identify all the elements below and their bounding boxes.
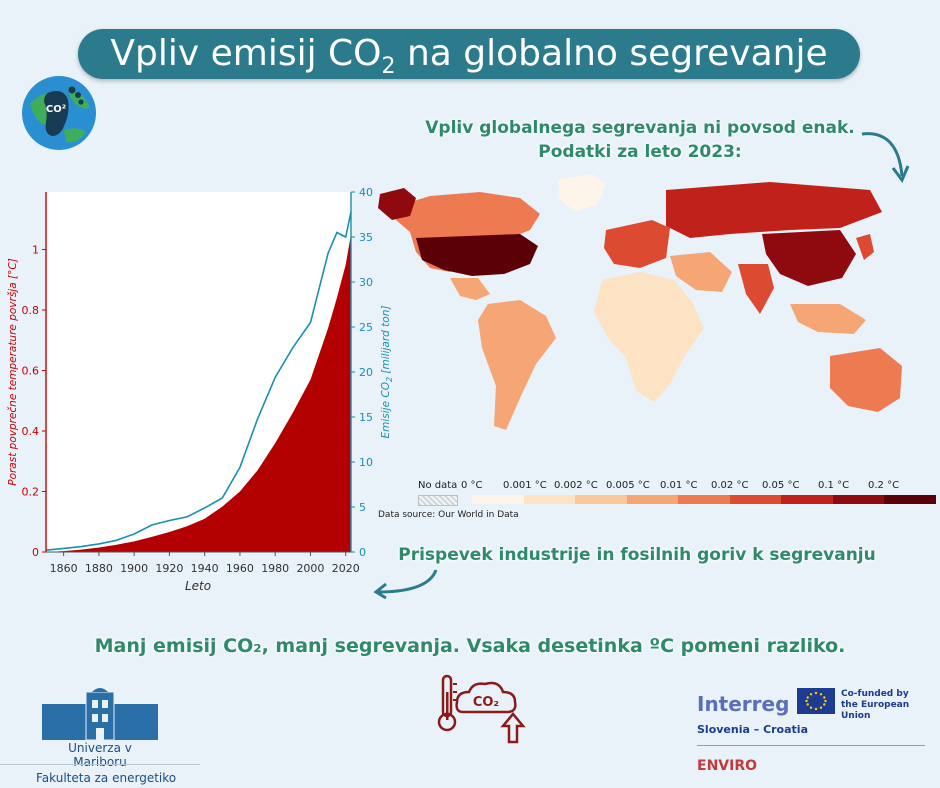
legend-label: 0.1 °C	[818, 480, 850, 491]
right-y-tick-label: 35	[359, 231, 373, 244]
x-tick-label: 1940	[191, 562, 219, 575]
legend-swatch	[884, 495, 936, 504]
co2-icon-text: CO₂	[473, 695, 499, 710]
x-tick-label: 1860	[50, 562, 78, 575]
data-source: Data source: Our World in Data	[378, 510, 519, 520]
map-subtitle: Vpliv globalnega segrevanja ni povsod en…	[400, 116, 880, 164]
world-warming-map	[378, 174, 902, 430]
x-tick-label: 2020	[332, 562, 360, 575]
right-y-tick-label: 15	[359, 411, 373, 424]
map-greenland	[558, 174, 606, 212]
x-tick-label: 1920	[155, 562, 183, 575]
page-title: Vpliv emisij CO2 na globalno segrevanje	[78, 29, 860, 79]
program-divider	[697, 745, 925, 746]
legend-swatch	[523, 495, 576, 504]
legend-swatch	[832, 495, 885, 504]
x-tick-label: 2000	[296, 562, 324, 575]
temperature-area-group	[46, 234, 351, 552]
legend-label: 0.05 °C	[762, 480, 800, 491]
footprint-globe-logo: CO²	[22, 76, 96, 150]
map-mexico	[450, 278, 490, 300]
interreg-logo: Interreg	[697, 692, 790, 716]
legend-label: 0.002 °C	[554, 480, 598, 491]
program-name: Slovenia – Croatia	[697, 723, 808, 736]
right-y-tick-label: 10	[359, 456, 373, 469]
project-name: ENVIRO	[697, 758, 758, 774]
curved-arrow-icon	[861, 132, 910, 183]
map-legend: No data 0 °C 0.001 °C 0.002 °C 0.005 °C …	[378, 478, 938, 526]
map-africa	[594, 272, 704, 402]
map-alaska	[378, 188, 416, 220]
right-y-tick-label: 0	[359, 546, 366, 559]
legend-swatch	[729, 495, 782, 504]
legend-swatch	[626, 495, 679, 504]
left-y-tick-label: 0.6	[22, 364, 40, 377]
university-divider	[0, 764, 200, 765]
x-tick-label: 1960	[226, 562, 254, 575]
left-y-tick-label: 0	[32, 546, 39, 559]
left-y-tick-label: 0.2	[22, 485, 40, 498]
emissions-line-group	[45, 211, 352, 551]
left-y-tick-label: 1	[32, 243, 39, 256]
curved-arrow-icon	[373, 569, 438, 600]
map-australia	[830, 348, 902, 412]
logo-globe-text: CO²	[46, 104, 66, 115]
legend-swatch	[472, 495, 524, 504]
x-axis-label: Leto	[185, 579, 211, 593]
emissions-line	[45, 211, 352, 551]
faculty-name: Fakulteta za energetiko	[36, 771, 177, 785]
left-y-axis-label: Porast povprečne temperature površja [°C…	[7, 258, 19, 486]
eu-flag-icon	[797, 688, 835, 714]
legend-label: 0 °C	[461, 480, 483, 491]
map-subtitle-line2: Podatki za leto 2023:	[538, 142, 742, 162]
map-china	[762, 230, 856, 286]
x-tick-label: 1980	[261, 562, 289, 575]
university-building-logo	[42, 688, 158, 740]
legend-label: 0.001 °C	[503, 480, 547, 491]
left-y-tick-label: 0.8	[22, 304, 40, 317]
university-name: Univerza v Mariboru	[68, 741, 132, 769]
eu-cofunded-text: Co-funded by the European Union	[841, 689, 910, 721]
legend-no-data-label: No data	[418, 480, 458, 491]
right-y-tick-label: 40	[359, 186, 373, 199]
legend-swatch	[781, 495, 833, 504]
legend-label: 0.005 °C	[606, 480, 650, 491]
chart-subtitle: Prispevek industrije in fosilnih goriv k…	[398, 545, 876, 565]
map-middle-east	[670, 252, 732, 292]
right-y-tick-label: 30	[359, 276, 373, 289]
map-india	[738, 264, 774, 314]
legend-label: 0.2 °C	[868, 480, 900, 491]
legend-label: 0.01 °C	[660, 480, 698, 491]
legend-label: 0.02 °C	[711, 480, 749, 491]
thermometer-co2-icon: CO₂	[437, 674, 526, 744]
map-south-america	[478, 300, 556, 430]
right-y-axis-label: Emisije CO2 [milijard ton]	[380, 306, 392, 439]
map-japan	[856, 234, 874, 260]
x-tick-label: 1880	[85, 562, 113, 575]
map-subtitle-line1: Vpliv globalnega segrevanja ni povsod en…	[425, 118, 855, 138]
warming-emissions-chart: 1860 1880 1900 1920 1940 1960 1980 2000 2020 0 0.2…	[7, 186, 392, 593]
x-tick-label: 1900	[120, 562, 148, 575]
right-y-tick-label: 5	[359, 501, 366, 514]
legend-swatch	[575, 495, 627, 504]
right-y-tick-label: 20	[359, 366, 373, 379]
map-usa	[416, 234, 538, 276]
map-europe	[604, 220, 670, 268]
legend-swatch	[678, 495, 730, 504]
map-russia	[666, 182, 882, 238]
temperature-area	[46, 234, 351, 552]
bottom-message: Manj emisij CO₂, manj segrevanja. Vsaka …	[94, 635, 846, 657]
map-southeast-asia	[790, 304, 866, 334]
right-y-tick-label: 25	[359, 321, 373, 334]
left-y-tick-label: 0.4	[22, 425, 40, 438]
legend-no-data-swatch	[418, 495, 458, 506]
axis-ticks: 1860 1880 1900 1920 1940 1960 1980 2000 2020 0 0.2…	[22, 186, 374, 575]
